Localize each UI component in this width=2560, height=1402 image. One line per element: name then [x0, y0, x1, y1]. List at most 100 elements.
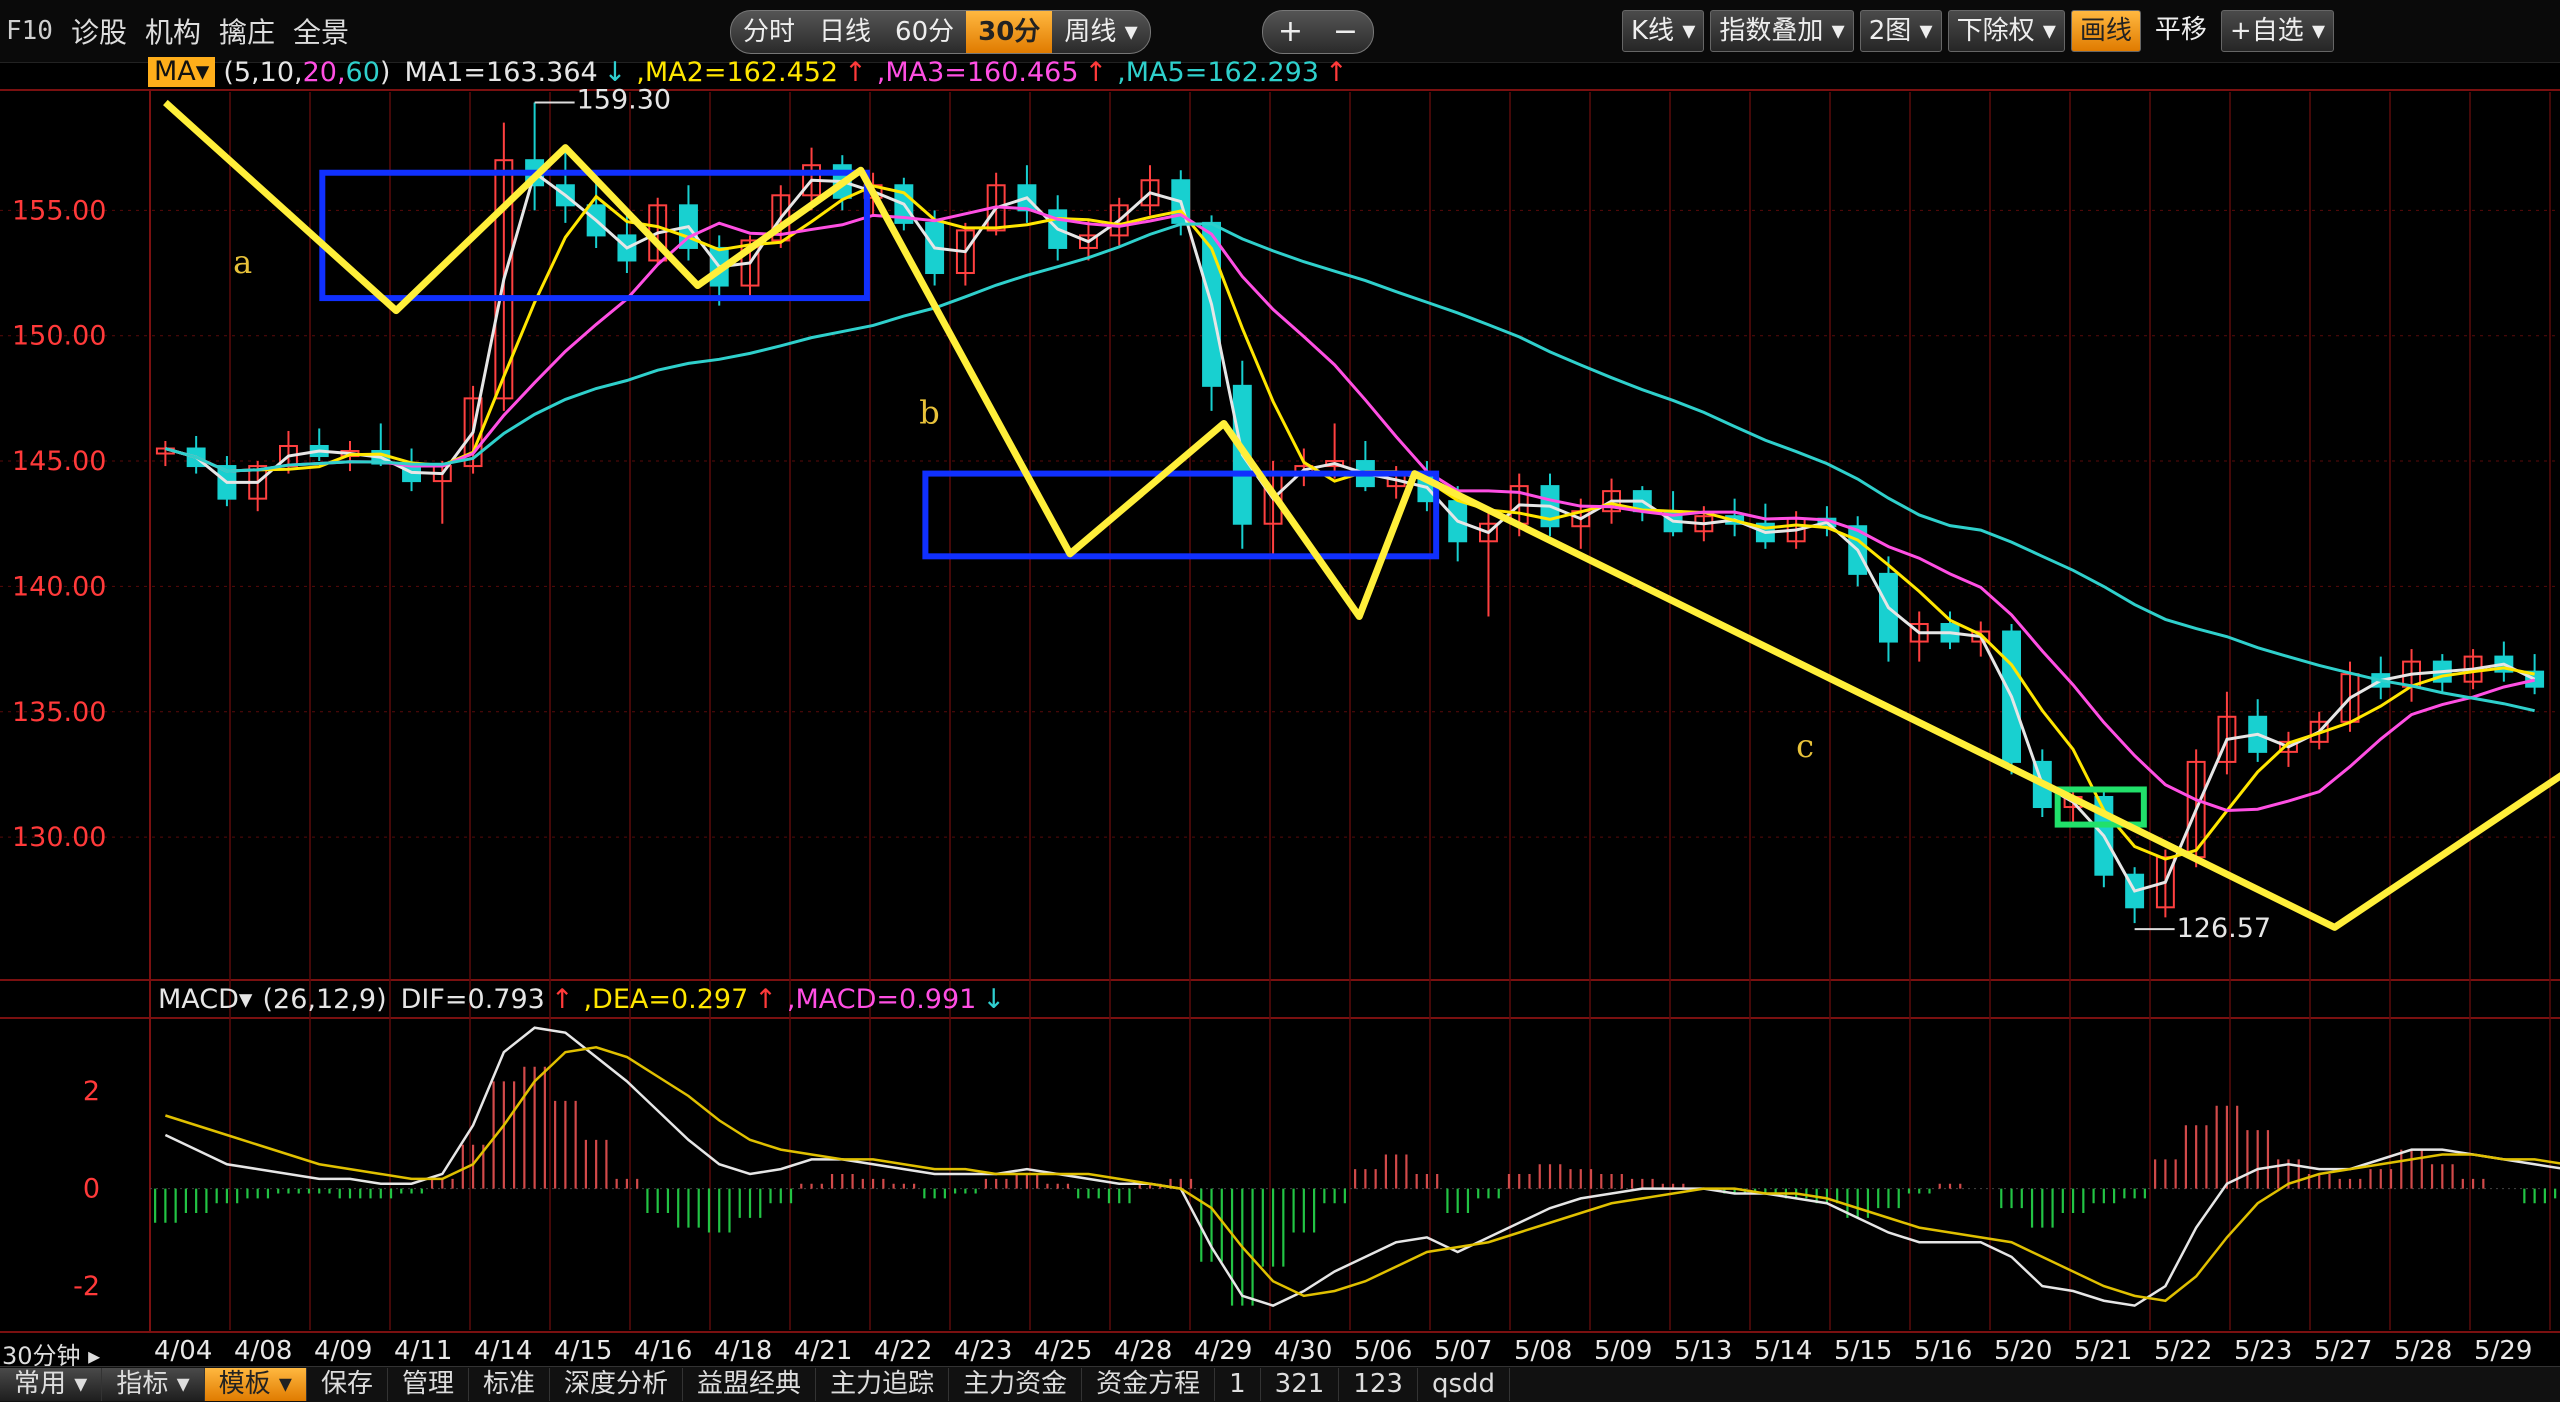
bottom-tab[interactable]: 主力追踪	[816, 1368, 950, 1401]
bottom-tab[interactable]: 模板 ▾	[204, 1368, 307, 1401]
date-tick-label: 5/07	[1434, 1336, 1493, 1366]
top-nav: F10 诊股 机构 擒庄 全景	[6, 0, 349, 62]
wave-trendline	[163, 99, 2560, 931]
period-60min[interactable]: 60分	[895, 17, 955, 47]
date-tick-label: 4/15	[554, 1336, 613, 1366]
bottom-tab[interactable]: 标准	[469, 1368, 551, 1401]
bottom-tab[interactable]: 资金方程	[1082, 1368, 1216, 1401]
price-tick-label: 140.00	[12, 571, 106, 602]
bottom-tab[interactable]: 1	[1215, 1368, 1261, 1401]
date-tick-label: 4/08	[234, 1336, 293, 1366]
price-tick-label: 155.00	[12, 195, 106, 226]
draw-line-button[interactable]: 画线	[2070, 10, 2141, 52]
bottom-tab[interactable]: 123	[1339, 1368, 1418, 1401]
date-tick-label: 4/18	[714, 1336, 773, 1366]
period-30min[interactable]: 30分	[966, 11, 1053, 53]
price-tick-label: 135.00	[12, 697, 106, 728]
ma-line-ma1	[164, 170, 2536, 893]
dif-value: DIF=0.793	[400, 983, 545, 1015]
date-tick-label: 4/28	[1114, 1336, 1173, 1366]
date-tick-label: 5/27	[2314, 1336, 2373, 1366]
date-tick-label: 4/04	[154, 1336, 213, 1366]
macd-tick-label: -2	[73, 1271, 100, 1302]
macd-legend: MACD▾ (26,12,9) DIF=0.793 ↑ ,DEA=0.297 ↑…	[158, 982, 1005, 1016]
macd-indicator-button[interactable]: MACD▾	[158, 983, 253, 1015]
date-tick-label: 5/08	[1514, 1336, 1573, 1366]
dea-arrow-icon: ↑	[754, 983, 777, 1015]
index-overlay-dropdown[interactable]: 指数叠加 ▾	[1710, 10, 1854, 52]
green-box	[2054, 786, 2147, 828]
nav-diagnose[interactable]: 诊股	[70, 16, 127, 49]
date-tick-label: 5/15	[1834, 1336, 1893, 1366]
ma-params-close: )	[379, 56, 391, 88]
bottom-tab[interactable]: 主力资金	[949, 1368, 1083, 1401]
ma-legend: MA▾ ( 5, 10, 20, 60 ) MA1=163.364 ↓ ,MA2…	[148, 56, 1348, 88]
bottom-tab[interactable]: 管理	[388, 1368, 470, 1401]
bottom-tab[interactable]: 常用 ▾	[0, 1368, 103, 1401]
ma5-value: ,MA5=162.293	[1117, 56, 1319, 88]
date-tick-label: 4/25	[1034, 1336, 1093, 1366]
ma1-arrow-icon: ↓	[603, 56, 627, 88]
bottom-tab[interactable]: 保存	[307, 1368, 388, 1401]
candle-body	[494, 159, 514, 400]
chart-tools: K线 ▾ 指数叠加 ▾ 2图 ▾ 下除权 ▾ 画线 平移 +自选 ▾	[1622, 10, 2335, 52]
candle-body	[1109, 204, 1129, 237]
candle-body	[1140, 179, 1160, 207]
pan-button[interactable]: 平移	[2154, 15, 2207, 45]
blue-box	[319, 169, 870, 302]
nav-panorama[interactable]: 全景	[293, 16, 350, 49]
date-tick-label: 5/16	[1914, 1336, 1973, 1366]
dea-value: ,DEA=0.297	[583, 983, 749, 1015]
wave-label-c: c	[1796, 727, 1814, 765]
ma3-value: ,MA3=160.465	[876, 56, 1079, 88]
date-tick-label: 5/21	[2074, 1336, 2133, 1366]
period-label[interactable]: 30分钟 ▸	[2, 1342, 101, 1370]
date-tick-label: 5/29	[2474, 1336, 2533, 1366]
price-tick-label: 145.00	[12, 446, 106, 477]
candle-body	[1079, 234, 1098, 249]
zoom-in-button[interactable]: +	[1277, 14, 1304, 49]
date-tick-label: 4/16	[634, 1336, 693, 1366]
nav-dealer[interactable]: 擒庄	[219, 16, 276, 49]
period-intraday[interactable]: 分时	[743, 17, 796, 47]
add-watchlist-dropdown[interactable]: +自选 ▾	[2220, 10, 2335, 52]
ma-params-open: (	[223, 56, 234, 88]
date-tick-label: 5/09	[1594, 1336, 1653, 1366]
bottom-tab[interactable]: 321	[1261, 1368, 1340, 1401]
dif-line	[164, 1026, 2560, 1307]
macd-value: ,MACD=0.991	[786, 983, 977, 1015]
ma3-arrow-icon: ↑	[1084, 56, 1108, 88]
date-tick-label: 4/14	[474, 1336, 533, 1366]
nav-f10[interactable]: F10	[6, 16, 53, 46]
zoom-controls: + −	[1262, 10, 1374, 54]
period-selector: 分时 日线 60分 30分 周线 ▾	[730, 10, 1151, 54]
nav-institution[interactable]: 机构	[144, 16, 201, 49]
two-chart-dropdown[interactable]: 2图 ▾	[1859, 10, 1942, 52]
bottom-toolbar: 常用 ▾ 指标 ▾ 模板 ▾ 保存 管理 标准 深度分析 益盟经典 主力追踪 主力资金 资金方程 1 3…	[0, 1366, 2560, 1402]
date-tick-label: 5/23	[2234, 1336, 2293, 1366]
kline-dropdown[interactable]: K线 ▾	[1622, 10, 1705, 52]
date-tick-label: 4/09	[314, 1336, 373, 1366]
bottom-tab[interactable]: 益盟经典	[683, 1368, 817, 1401]
dif-arrow-icon: ↑	[550, 983, 574, 1015]
ex-rights-dropdown[interactable]: 下除权 ▾	[1947, 10, 2065, 52]
ma2-arrow-icon: ↑	[844, 56, 867, 88]
date-axis: 30分钟 ▸ 4/04 4/08 4/09 4/11 4/14 4/15 4/16 4/18 4…	[0, 1334, 2560, 1370]
date-tick-label: 5/06	[1354, 1336, 1413, 1366]
bottom-tab[interactable]: qsdd	[1418, 1368, 1510, 1401]
period-daily[interactable]: 日线	[819, 17, 872, 47]
zoom-out-button[interactable]: −	[1332, 14, 1359, 49]
ma-line-ma3	[164, 205, 2535, 812]
ma-indicator-button[interactable]: MA▾	[148, 57, 216, 87]
date-tick-label: 4/11	[394, 1336, 453, 1366]
bottom-tab[interactable]: 深度分析	[550, 1368, 684, 1401]
candle-body	[2309, 720, 2329, 743]
bottom-tab[interactable]: 指标 ▾	[102, 1368, 205, 1401]
period-weekly-dropdown[interactable]: 周线 ▾	[1064, 17, 1138, 47]
date-tick-label: 5/28	[2394, 1336, 2453, 1366]
ma-param-5: 5,	[233, 56, 260, 88]
price-tick-label: 130.00	[12, 822, 106, 853]
date-tick-label: 5/22	[2154, 1336, 2213, 1366]
date-tick-label: 4/29	[1194, 1336, 1253, 1366]
